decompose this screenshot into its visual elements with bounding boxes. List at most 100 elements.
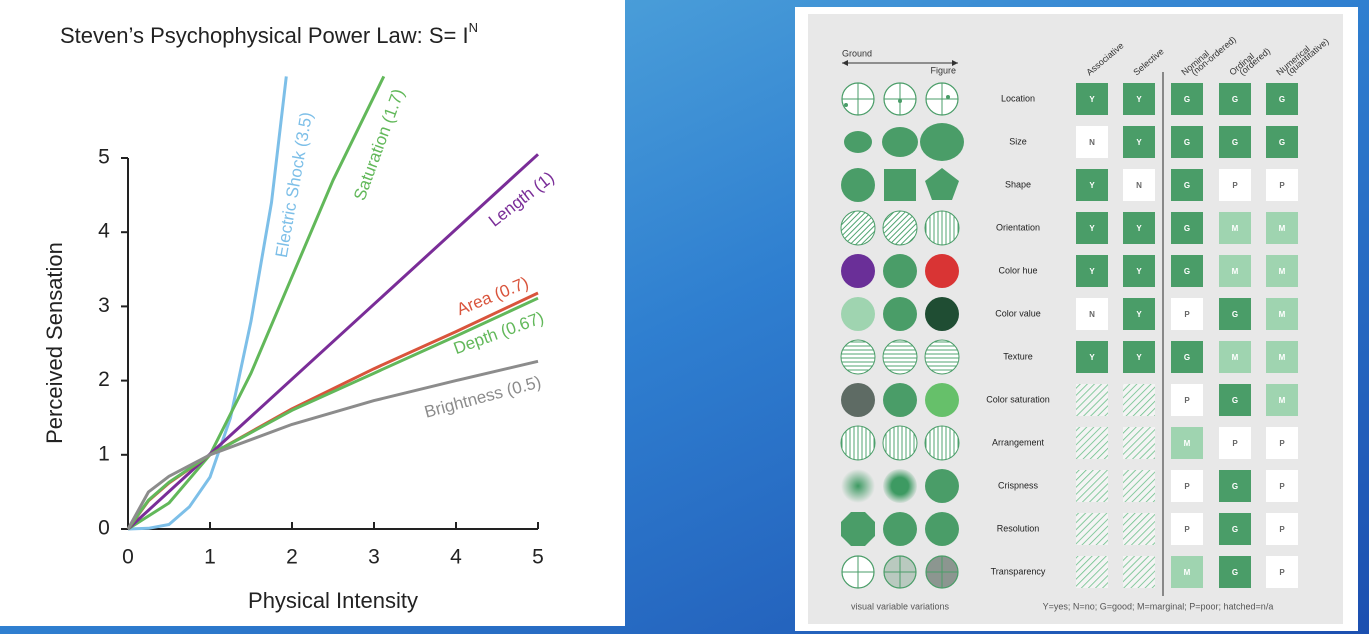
cell [1266,298,1298,330]
icon [883,254,917,288]
cell-value: G [1232,568,1238,577]
cell [1266,83,1298,115]
series-line [126,296,539,530]
icon [883,469,917,503]
cell-value: Y [1136,138,1142,147]
cell-value: P [1232,439,1238,448]
cell [1219,126,1251,158]
cell-value: M [1279,267,1286,276]
cell [1123,341,1155,373]
cell [1266,470,1298,502]
x-tick-label: 3 [368,546,380,569]
chart-panel [0,0,625,626]
cell [1076,341,1108,373]
cell-value: G [1184,353,1190,362]
cell [1123,384,1155,416]
icon [925,297,959,331]
icon [841,168,875,202]
cell-value: N [1089,310,1095,319]
cell-value: G [1232,525,1238,534]
cell-value: G [1232,138,1238,147]
y-axis-label: Perceived Sensation [42,242,67,444]
cell [1219,212,1251,244]
cell [1123,212,1155,244]
cell [1076,470,1108,502]
cell-value: Y [1136,224,1142,233]
title-main: Steven’s Psychophysical Power Law: S= I [60,23,469,48]
row-label: Texture [1003,351,1033,361]
icon-cross [884,556,916,588]
cell-value: P [1184,396,1190,405]
cell [1171,556,1203,588]
y-tick-label: 2 [98,368,110,391]
cell [1171,384,1203,416]
cell [1266,255,1298,287]
cell-value: G [1184,95,1190,104]
cell [1123,126,1155,158]
cell [1123,470,1155,502]
icon [925,383,959,417]
icon [925,168,959,200]
cell-value: Y [1089,353,1095,362]
cell [1266,556,1298,588]
cell-value: P [1184,310,1190,319]
cell [1076,83,1108,115]
row-label: Arrangement [992,437,1045,447]
cell [1171,427,1203,459]
title-superscript: N [469,20,478,35]
y-tick-label: 5 [98,146,110,169]
cell-value: Y [1136,353,1142,362]
cell-value: P [1279,439,1285,448]
x-tick-label: 4 [450,546,462,569]
cell-value: Y [1089,224,1095,233]
cell [1171,341,1203,373]
cell [1219,384,1251,416]
cell [1123,513,1155,545]
cell [1076,556,1108,588]
cell [1123,427,1155,459]
icon [883,383,917,417]
icon [883,512,917,546]
x-tick-label: 2 [286,546,298,569]
icon-cross [842,83,874,115]
icon-dot [898,99,902,103]
cell-value: P [1279,482,1285,491]
x-axis-label: Physical Intensity [248,588,418,613]
cell [1266,212,1298,244]
icon [841,297,875,331]
cell [1266,169,1298,201]
x-tick-label: 0 [122,546,134,569]
icon [841,512,875,546]
cell-value: M [1279,396,1286,405]
series-line [126,359,539,530]
icon [925,512,959,546]
icon [924,339,960,375]
cell [1076,513,1108,545]
cell [1123,169,1155,201]
cell [1171,126,1203,158]
cell [1123,556,1155,588]
icon [841,254,875,288]
row-label: Color saturation [986,394,1050,404]
icon [884,169,916,201]
cell [1123,255,1155,287]
cell-value: Y [1136,267,1142,276]
cell [1076,298,1108,330]
cell-value: Y [1089,181,1095,190]
footer-left: visual variable variations [851,601,950,611]
cell [1171,513,1203,545]
icon [925,254,959,288]
cell-value: G [1232,482,1238,491]
cell [1171,298,1203,330]
cell-value: P [1184,525,1190,534]
icon [920,123,964,161]
cell [1171,83,1203,115]
row-label: Resolution [997,523,1040,533]
cell-value: Y [1089,267,1095,276]
cell [1219,470,1251,502]
y-tick-label: 1 [98,442,110,465]
cell [1123,298,1155,330]
row-label: Crispness [998,480,1039,490]
